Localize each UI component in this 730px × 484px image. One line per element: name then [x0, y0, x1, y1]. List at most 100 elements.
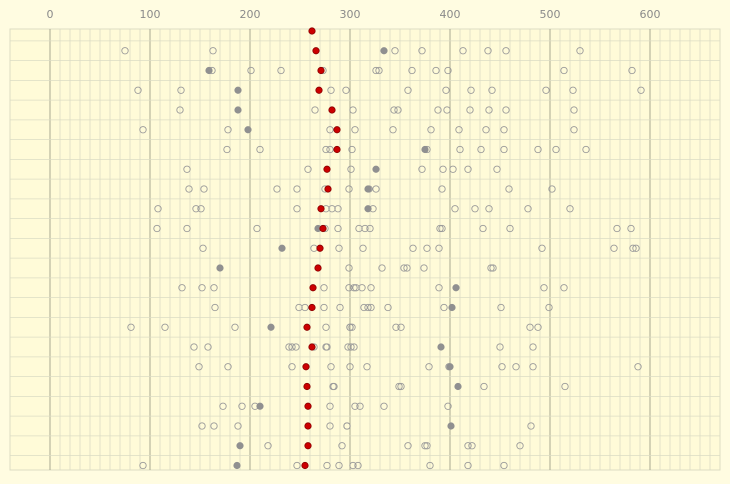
hollow-point — [195, 363, 203, 371]
hollow-point — [468, 442, 476, 450]
hollow-point — [400, 264, 408, 272]
hollow-point — [285, 343, 293, 351]
hollow-points — [121, 47, 645, 470]
hollow-point — [183, 165, 191, 173]
hollow-point — [480, 382, 488, 391]
hollow-point — [423, 244, 431, 252]
x-tick-label: 100 — [140, 8, 161, 21]
hollow-point — [637, 86, 645, 94]
hollow-point — [627, 224, 635, 233]
hollow-point — [404, 86, 412, 94]
hollow-point — [224, 126, 232, 134]
hollow-point — [127, 323, 135, 331]
hollow-point — [363, 363, 371, 371]
hollow-point — [561, 382, 569, 391]
hollow-point — [345, 264, 353, 272]
hollow-point — [343, 422, 351, 430]
hollow-point — [534, 323, 542, 331]
hollow-point — [440, 303, 448, 312]
hollow-point — [389, 126, 397, 134]
x-tick-label: 600 — [640, 8, 661, 21]
hollow-point — [506, 224, 514, 233]
gray-point — [447, 422, 455, 430]
hollow-point — [466, 106, 474, 114]
hollow-point — [199, 244, 207, 252]
hollow-point — [322, 323, 330, 331]
hollow-point — [335, 461, 343, 470]
gray-point — [244, 126, 252, 134]
x-tick-label: 200 — [240, 8, 261, 21]
hollow-point — [529, 343, 537, 351]
x-tick-label: 500 — [540, 8, 561, 21]
hollow-point — [264, 442, 272, 450]
hollow-point — [211, 303, 219, 312]
highlight-point — [333, 126, 341, 134]
hollow-point — [496, 343, 504, 351]
hollow-point — [330, 382, 338, 391]
hollow-point — [301, 303, 309, 312]
highlight-point — [319, 224, 327, 233]
hollow-point — [154, 205, 162, 213]
hollow-point — [384, 303, 392, 312]
hollow-point — [322, 145, 330, 154]
hollow-point — [161, 323, 169, 331]
hollow-point — [209, 47, 217, 55]
hollow-point — [502, 47, 510, 55]
highlight-point — [301, 461, 309, 470]
hollow-point — [334, 205, 342, 213]
hollow-point — [342, 86, 350, 94]
highlight-point — [316, 244, 324, 252]
hollow-point — [560, 284, 568, 292]
hollow-point — [529, 363, 537, 371]
hollow-point — [534, 145, 542, 154]
hollow-point — [485, 106, 493, 114]
hollow-point — [345, 185, 353, 193]
hollow-point — [418, 47, 426, 55]
hollow-point — [632, 244, 640, 252]
hollow-point — [467, 86, 475, 94]
hollow-point — [426, 461, 434, 470]
hollow-point — [479, 224, 487, 233]
hollow-point — [351, 126, 359, 134]
gray-point — [454, 382, 462, 391]
hollow-point — [420, 264, 428, 272]
gray-point — [364, 205, 372, 213]
hollow-point — [442, 86, 450, 94]
gray-point — [364, 185, 372, 193]
hollow-point — [327, 363, 335, 371]
hollow-point — [347, 165, 355, 173]
hollow-point — [456, 145, 464, 154]
hollow-point — [436, 224, 444, 233]
highlight-point — [303, 323, 311, 331]
highlight-point — [304, 402, 312, 410]
hollow-point — [526, 323, 534, 331]
hollow-point — [397, 382, 405, 391]
hollow-point — [451, 205, 459, 213]
hollow-point — [311, 106, 319, 114]
hollow-point — [354, 461, 362, 470]
hollow-point — [153, 224, 161, 233]
hollow-point — [464, 442, 472, 450]
hollow-point — [409, 244, 417, 252]
hollow-point — [397, 323, 405, 331]
hollow-point — [293, 185, 301, 193]
hollow-point — [375, 66, 383, 75]
highlight-point — [302, 363, 310, 371]
highlight-point — [314, 264, 322, 272]
hollow-point — [538, 244, 546, 252]
hollow-point — [500, 145, 508, 154]
plot-area — [9, 28, 721, 471]
x-tick-labels: 0 100 200 300 400 500 600 — [47, 8, 661, 21]
hollow-point — [482, 126, 490, 134]
highlight-point — [315, 86, 323, 94]
hollow-point — [185, 185, 193, 193]
hollow-point — [334, 224, 342, 233]
hollow-point — [178, 284, 186, 292]
hollow-point — [408, 66, 416, 75]
hollow-point — [438, 185, 446, 193]
hollow-point — [464, 461, 472, 470]
hollow-point — [139, 126, 147, 134]
hollow-point — [351, 402, 359, 410]
hollow-point — [366, 224, 374, 233]
hollow-point — [358, 284, 366, 292]
